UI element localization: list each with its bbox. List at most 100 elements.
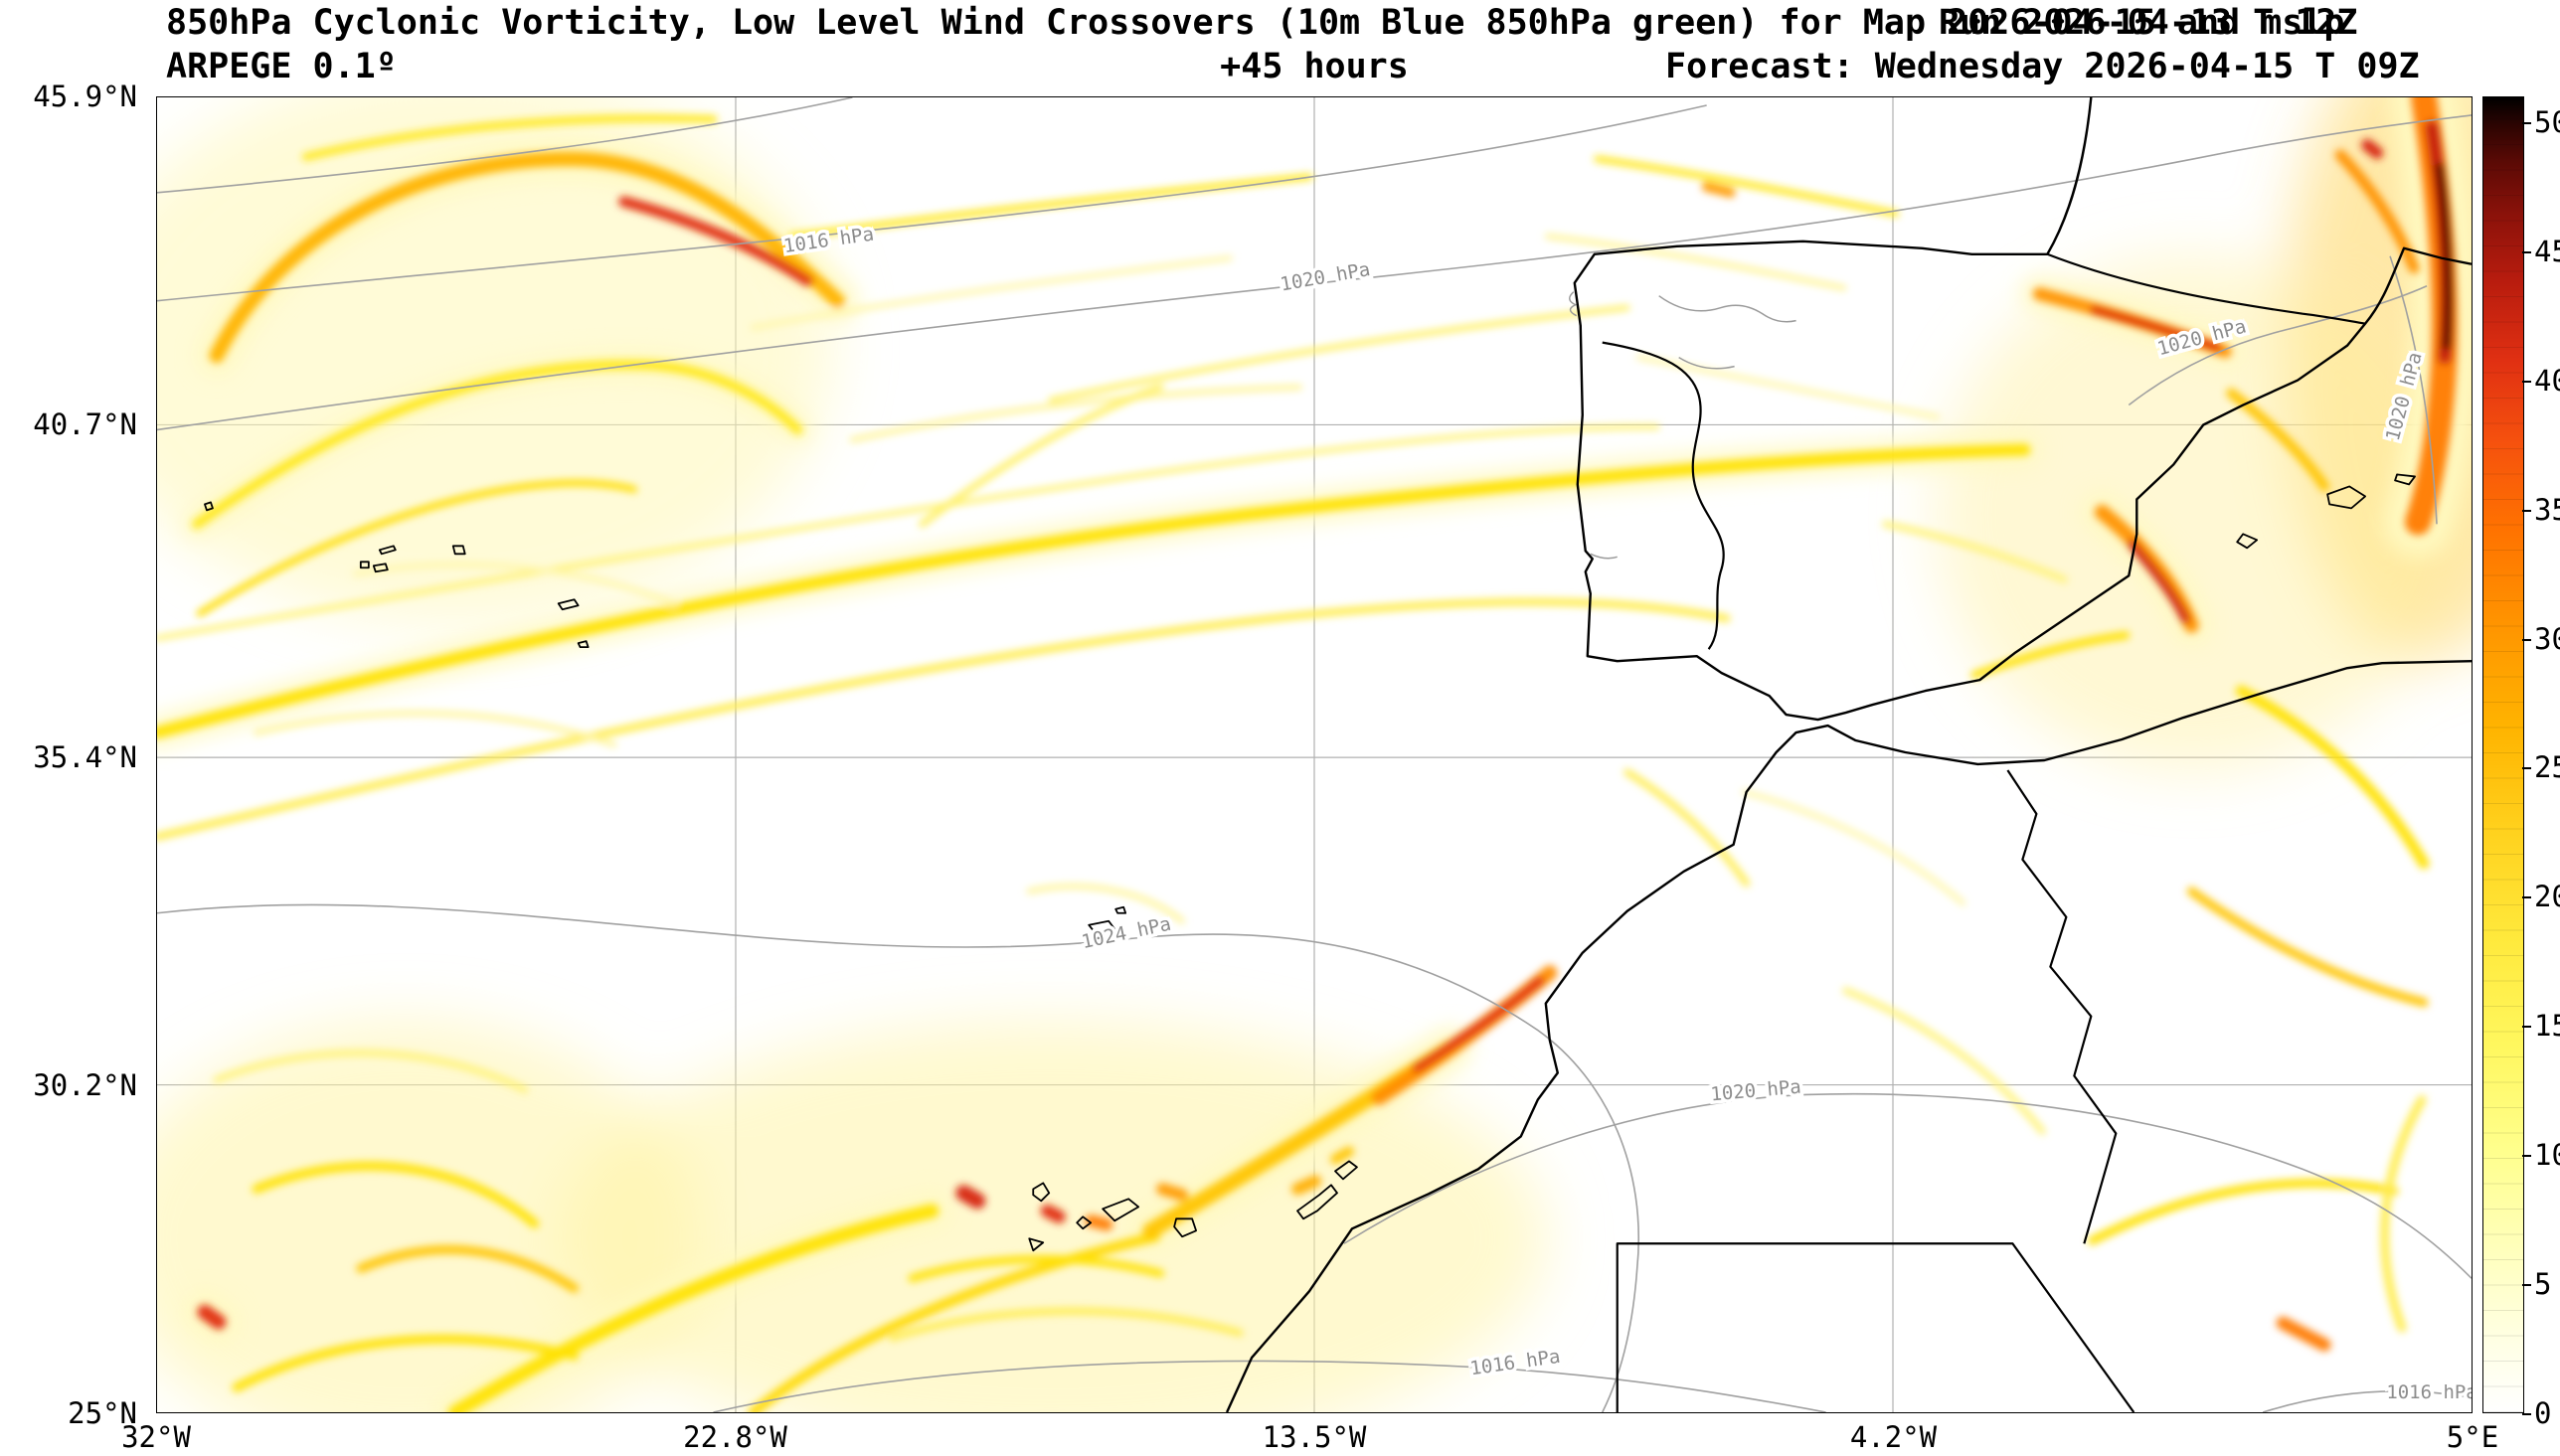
vorticity-filament bbox=[209, 151, 845, 364]
y-tick-label: 30.2°N bbox=[33, 1068, 137, 1103]
vorticity-filament bbox=[356, 1244, 580, 1293]
x-tick-label: 22.8°W bbox=[683, 1420, 787, 1454]
x-tick-label: 5°E bbox=[2446, 1420, 2499, 1454]
border-path bbox=[2046, 252, 2366, 325]
border-path bbox=[2006, 769, 2118, 1244]
vorticity-filament bbox=[197, 1304, 227, 1330]
vorticity-filament bbox=[1594, 155, 1899, 218]
x-tick-label: 32°W bbox=[121, 1420, 191, 1454]
vorticity-filament bbox=[1882, 520, 2068, 583]
colorbar-tick-label: 30 bbox=[2522, 622, 2560, 656]
island-outline bbox=[204, 501, 214, 512]
x-tick-label: 4.2°W bbox=[1849, 1420, 1938, 1454]
isobar-label: 1024 hPa bbox=[1080, 913, 1173, 954]
isobar-contours bbox=[157, 97, 2472, 1412]
vorticity-filament bbox=[1412, 976, 1545, 1073]
isobar-label: 1020 hPa bbox=[1279, 258, 1372, 296]
colorbar-tick-label: 10 bbox=[2522, 1138, 2560, 1172]
x-tick-label: 13.5°W bbox=[1262, 1420, 1367, 1454]
coastline-path bbox=[1573, 97, 2472, 722]
vorticity-filament bbox=[1741, 788, 1966, 906]
vorticity-filament bbox=[2087, 1178, 2399, 1245]
island-outline bbox=[1102, 1198, 1140, 1222]
isobar-path bbox=[2389, 255, 2438, 525]
island-outline bbox=[577, 640, 590, 649]
vorticity-filament bbox=[618, 196, 813, 287]
island-outline bbox=[1114, 905, 1127, 914]
island-outline bbox=[1296, 1184, 1338, 1220]
forecast-label: Forecast: Wednesday 2026-04-15 T 09Z bbox=[1665, 47, 2420, 86]
y-tick-label: 35.4°N bbox=[33, 740, 137, 775]
vorticity-filament bbox=[1635, 354, 1941, 420]
vorticity-filament bbox=[157, 443, 2031, 739]
island-outline bbox=[1173, 1217, 1198, 1238]
colorbar-tick-label: 40 bbox=[2522, 364, 2560, 398]
island-outline bbox=[1028, 1237, 1045, 1252]
vorticity-filament bbox=[955, 1185, 986, 1210]
vorticity-filament bbox=[1040, 1204, 1066, 1223]
vorticity-filament bbox=[748, 1231, 1161, 1412]
vorticity-filament bbox=[788, 173, 1313, 241]
island-outline bbox=[2326, 485, 2366, 510]
vorticity-filament bbox=[232, 1334, 580, 1392]
vorticity-filament bbox=[1623, 768, 1751, 888]
vorticity-filament bbox=[2090, 305, 2222, 352]
vorticity-filament bbox=[301, 114, 718, 161]
isobar-path bbox=[157, 104, 1707, 302]
map-plot-area: 1016 hPa 1020 hPa 1020 hPa 1020 hPa 1024 hPa… bbox=[156, 96, 2473, 1413]
vorticity-filament bbox=[888, 1307, 1244, 1342]
vorticity-filament bbox=[157, 597, 1731, 841]
vorticity-filament bbox=[1048, 304, 1630, 404]
run-label: Run 2026-04-13 T 12Z bbox=[1939, 3, 2358, 43]
island-outline bbox=[2236, 533, 2259, 550]
colorbar-tick-label: 5 bbox=[2521, 1267, 2552, 1302]
island-outline bbox=[1334, 1160, 1358, 1181]
island-outline bbox=[359, 561, 370, 569]
vorticity-filament bbox=[1842, 987, 2046, 1135]
vorticity-filament bbox=[2361, 138, 2384, 159]
vorticity-filament bbox=[1701, 181, 1736, 198]
y-tick-label: 40.7°N bbox=[33, 406, 137, 441]
coastlines bbox=[1225, 97, 2472, 1412]
colorbar bbox=[2482, 96, 2524, 1413]
isobar-label: 1020 hPa bbox=[1710, 1076, 1802, 1106]
vorticity-filament bbox=[252, 1161, 540, 1228]
isobar-label: 1016 hPa bbox=[1468, 1346, 1562, 1379]
colorbar-tick-label: 35 bbox=[2522, 493, 2560, 527]
vorticity-filament bbox=[196, 479, 638, 617]
y-axis: 45.9°N 40.7°N 35.4°N 30.2°N 25°N bbox=[0, 80, 147, 1430]
isobar-path bbox=[2262, 1389, 2472, 1412]
isobar-path bbox=[157, 97, 853, 194]
lead-time-label: +45 hours bbox=[1220, 47, 1409, 86]
island-outline bbox=[1076, 1215, 1093, 1230]
gray-geography bbox=[1569, 291, 1796, 560]
colorbar-tick-label: 15 bbox=[2522, 1009, 2560, 1043]
vorticity-filament bbox=[1156, 1183, 1189, 1202]
island-outline bbox=[378, 545, 397, 556]
island-outline bbox=[372, 563, 389, 573]
vorticity-filament bbox=[908, 1254, 1165, 1283]
vorticity-filament bbox=[1329, 1146, 1354, 1165]
x-axis: 32°W 22.8°W 13.5°W 4.2°W 5°E bbox=[121, 1420, 2498, 1454]
vorticity-filament bbox=[1026, 883, 1186, 924]
vorticity-filament bbox=[2276, 1316, 2331, 1352]
islands bbox=[204, 473, 2416, 1252]
vorticity-filament bbox=[1291, 1175, 1321, 1196]
vorticity-filament bbox=[2127, 539, 2190, 624]
colorbar-tick-label: 50 bbox=[2522, 105, 2560, 139]
vorticity-filament bbox=[447, 1204, 939, 1412]
colorbar-tick-label: 0 bbox=[2521, 1396, 2552, 1430]
isobar-path bbox=[713, 1360, 1826, 1412]
border-path bbox=[1616, 1242, 2135, 1412]
island-outline bbox=[451, 545, 466, 556]
vorticity-filament bbox=[2380, 1094, 2427, 1333]
colorbar-ticks: 0 5 10 15 20 25 30 35 40 45 50 bbox=[2521, 96, 2560, 1430]
isobar-label: 1016 hPa bbox=[2386, 1381, 2472, 1403]
vorticity-filament bbox=[2435, 162, 2454, 351]
vorticity-filament bbox=[2235, 685, 2430, 870]
isobar-path bbox=[157, 114, 2472, 431]
figure-title: 850hPa Cyclonic Vorticity, Low Level Win… bbox=[166, 3, 2345, 43]
colorbar-tick-label: 25 bbox=[2522, 750, 2560, 784]
